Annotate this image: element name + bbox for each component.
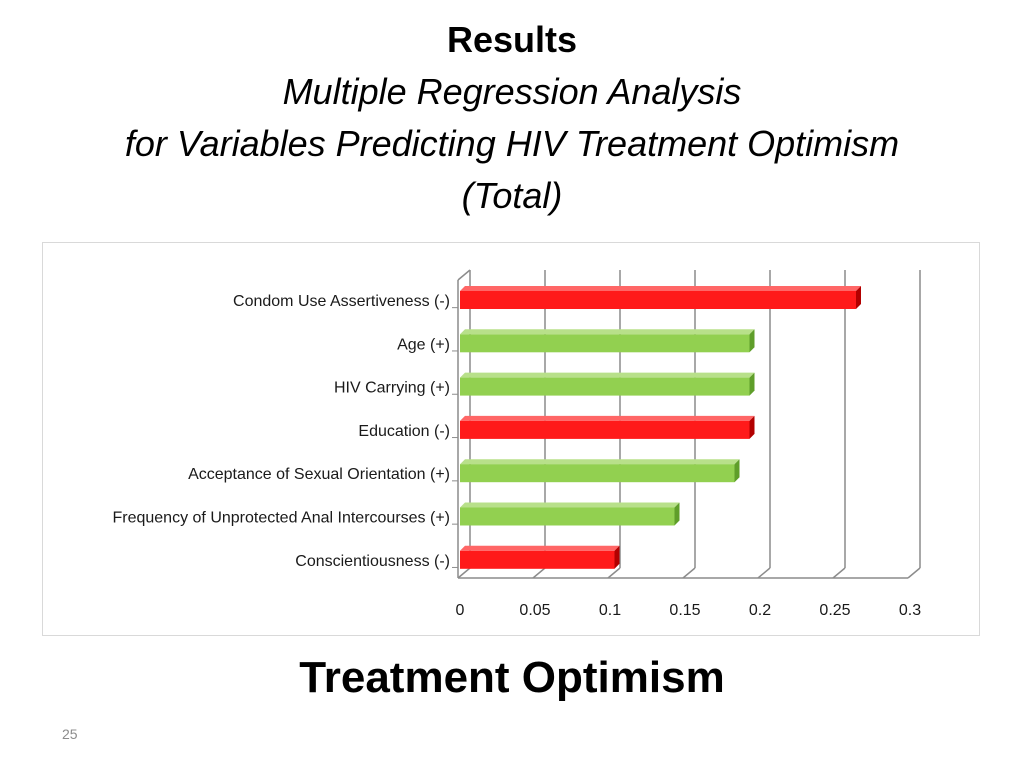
category-label-2: HIV Carrying (+) <box>334 380 450 397</box>
slide-title: Results <box>446 19 578 60</box>
bar-2 <box>460 377 750 396</box>
bar-4 <box>460 464 735 483</box>
floor-line-4 <box>757 567 771 579</box>
bar-top-4 <box>460 459 740 465</box>
slide-subtitle-line-3: (Total) <box>461 175 563 216</box>
bar-top-3 <box>460 415 755 421</box>
bar-side-4 <box>734 459 740 483</box>
bar-top-5 <box>460 502 680 508</box>
bar-top-2 <box>460 372 755 378</box>
x-tick-label-5: 0.25 <box>819 602 850 619</box>
x-tick-label-6: 0.3 <box>899 602 921 619</box>
axis-top-cap <box>457 269 471 281</box>
bar-side-1 <box>749 329 755 353</box>
x-tick-label-2: 0.1 <box>599 602 621 619</box>
bar-top-6 <box>460 545 620 551</box>
chart-frame: Condom Use Assertiveness (-) Age (+) HIV C… <box>42 242 980 636</box>
bar-top-0 <box>460 286 861 291</box>
bar-top-1 <box>460 329 755 335</box>
slide-subtitle-line-2: for Variables Predicting HIV Treatment O… <box>124 123 900 164</box>
category-label-1: Age (+) <box>397 336 450 353</box>
category-label-3: Education (-) <box>358 423 450 440</box>
page-number: 25 <box>62 726 78 742</box>
x-tick-label-3: 0.15 <box>669 602 700 619</box>
bar-side-6 <box>614 545 620 569</box>
category-label-0: Condom Use Assertiveness (-) <box>233 293 450 310</box>
category-label-4: Acceptance of Sexual Orientation (+) <box>188 466 450 483</box>
floor-line-3 <box>682 567 696 579</box>
bar-side-2 <box>749 372 755 396</box>
slide-subtitle-line-1: Multiple Regression Analysis <box>282 71 742 112</box>
slide-title-block: Results Multiple Regression Analysis for… <box>0 14 1024 222</box>
bar-0 <box>460 291 856 309</box>
chart-footer-title: Treatment Optimism <box>299 653 725 702</box>
bar-1 <box>460 334 750 353</box>
bar-3 <box>460 420 750 439</box>
bar-5 <box>460 507 675 526</box>
floor-line-2 <box>607 567 621 579</box>
bar-side-3 <box>749 415 755 439</box>
x-tick-label-4: 0.2 <box>749 602 771 619</box>
floor-line-1 <box>532 567 546 579</box>
bar-6 <box>460 550 615 569</box>
bar-chart: Condom Use Assertiveness (-) Age (+) HIV C… <box>112 269 921 619</box>
floor-line-0 <box>457 567 471 579</box>
category-label-6: Conscientiousness (-) <box>295 553 450 570</box>
floor-line-5 <box>832 567 846 579</box>
bar-side-5 <box>674 502 680 526</box>
floor-line-6 <box>907 567 921 579</box>
category-label-5: Frequency of Unprotected Anal Intercours… <box>112 510 450 527</box>
x-tick-label-0: 0 <box>456 602 465 619</box>
bar-side-0 <box>856 286 861 309</box>
x-tick-label-1: 0.05 <box>519 602 550 619</box>
